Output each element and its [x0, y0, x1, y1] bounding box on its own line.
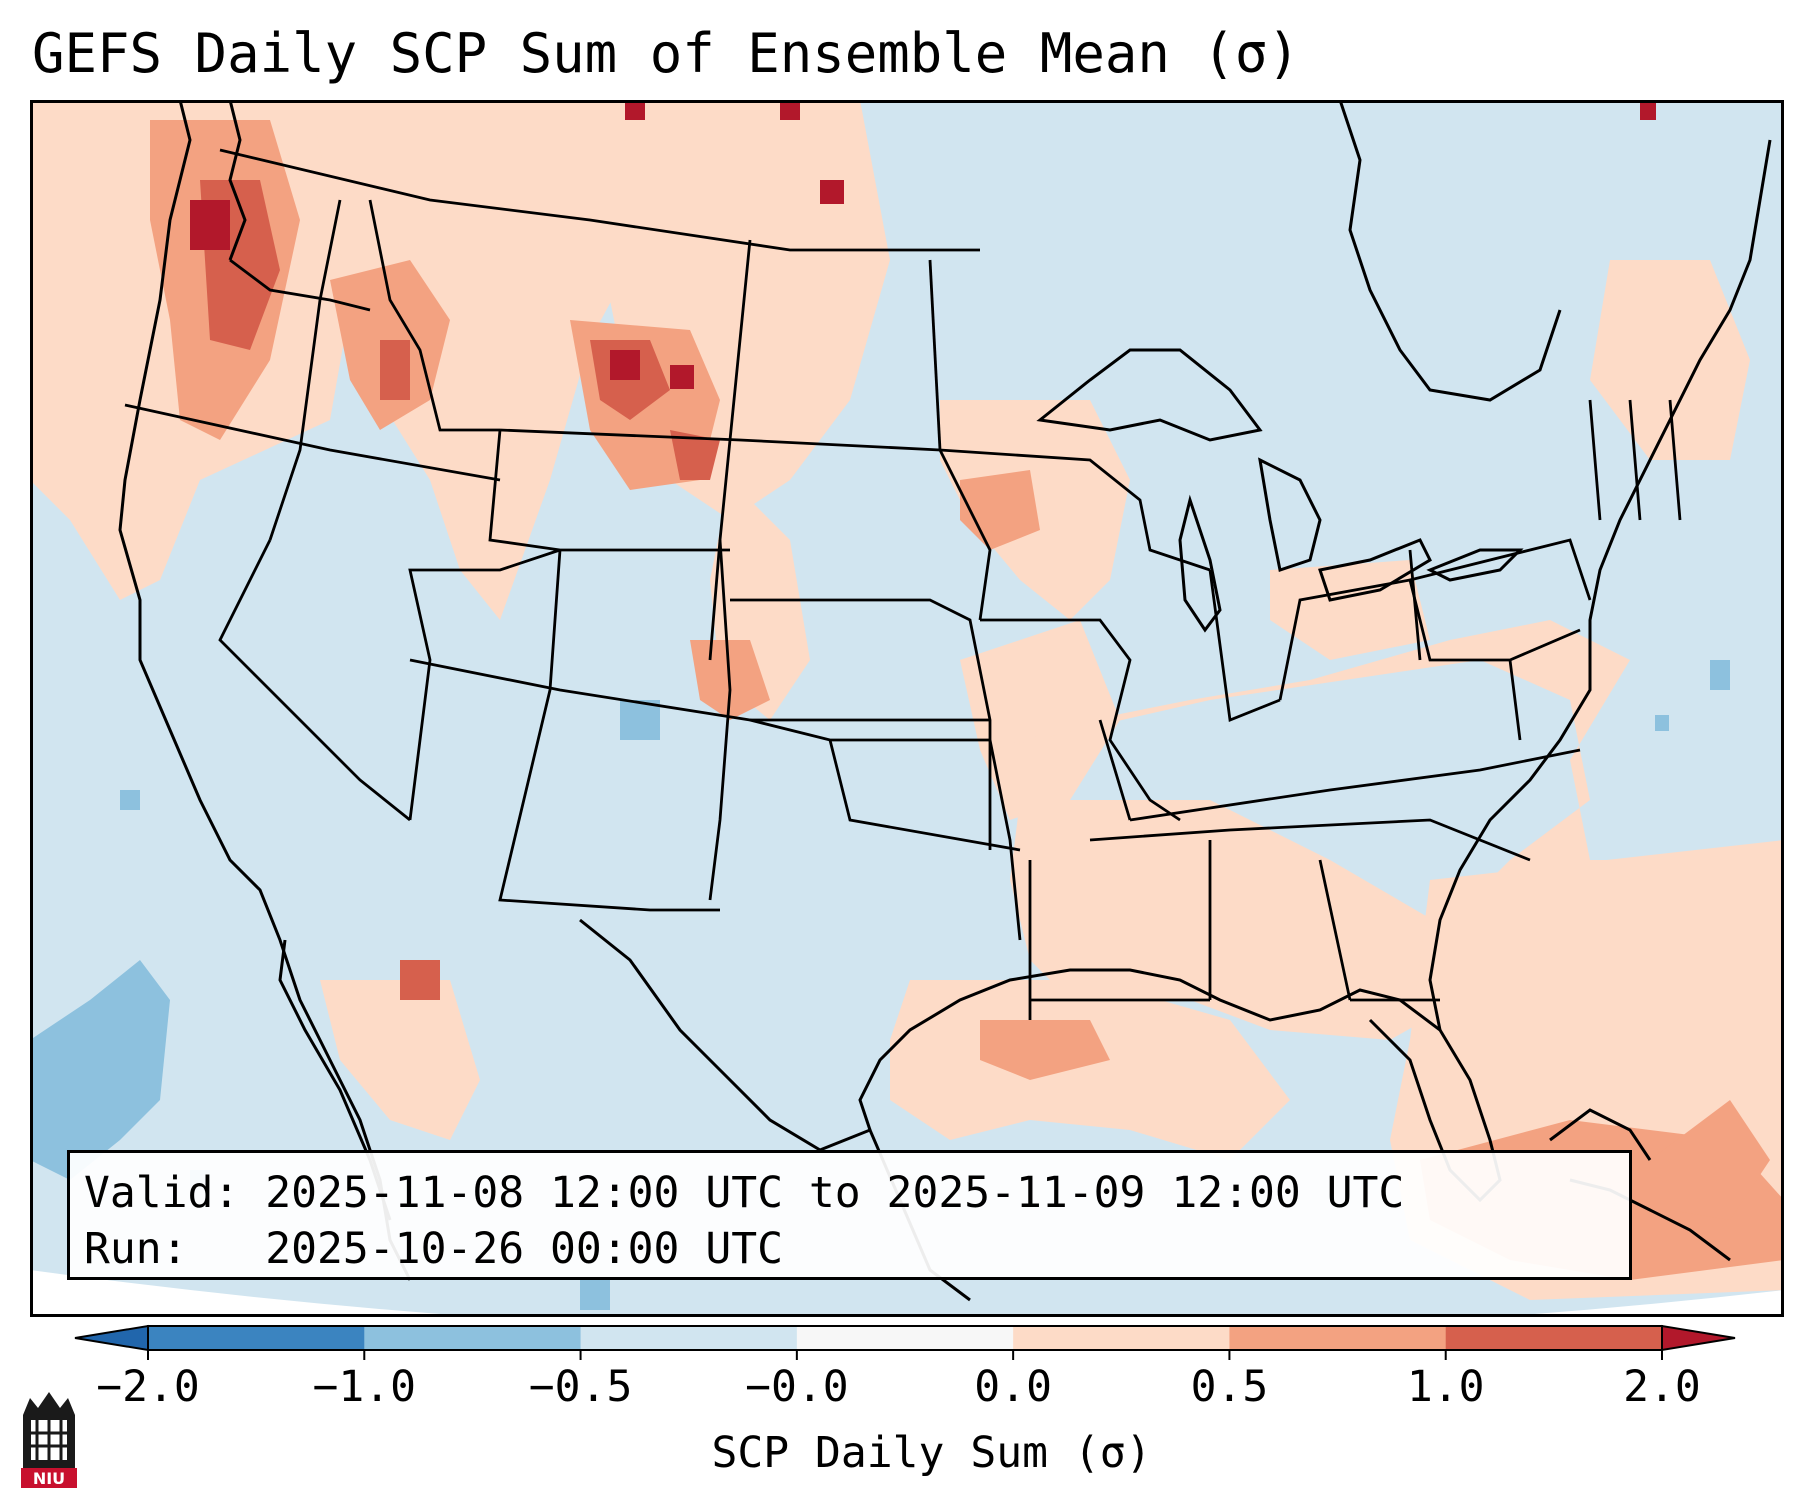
colorbar-segment: [1229, 1326, 1447, 1350]
colorbar-extend-high: [1661, 1324, 1736, 1352]
colorbar-tick-label: 0.5: [1190, 1362, 1269, 1412]
colorbar-segment: [580, 1326, 798, 1350]
chart-title: GEFS Daily SCP Sum of Ensemble Mean (σ): [32, 22, 1300, 85]
colorbar: [74, 1324, 1736, 1360]
colorbar-tick-label: 0.0: [974, 1362, 1052, 1412]
valid-value: 2025-11-08 12:00 UTC to 2025-11-09 12:00…: [265, 1168, 1405, 1218]
colorbar-frame: [147, 1325, 1663, 1351]
niu-logo: NIU: [21, 1392, 77, 1488]
colorbar-tick-label: −0.5: [528, 1362, 633, 1412]
colorbar-tick-label: 2.0: [1623, 1362, 1701, 1412]
map-panel: [30, 100, 1784, 1317]
run-value: 2025-10-26 00:00 UTC: [265, 1224, 783, 1274]
colorbar-tick-label: 1.0: [1406, 1362, 1485, 1412]
colorbar-segment: [1445, 1326, 1663, 1350]
anomaly-field-positive-extreme: [190, 100, 1656, 389]
colorbar-segment: [796, 1326, 1014, 1350]
anomaly-field-negative-light: [30, 660, 1730, 1310]
colorbar-tick-label: −2.0: [96, 1362, 200, 1412]
political-borders: [124, 148, 1682, 1020]
valid-label: Valid:: [84, 1168, 240, 1218]
colorbar-segment: [364, 1326, 582, 1350]
colorbar-tick-label: −1.0: [312, 1362, 417, 1412]
valid-run-info-box: Valid: 2025-11-08 12:00 UTC to 2025-11-0…: [67, 1150, 1632, 1280]
colorbar-segment: [1013, 1326, 1230, 1350]
map-frame: [30, 100, 1784, 1317]
run-label: Run:: [84, 1224, 188, 1274]
great-lakes: [1036, 348, 1524, 633]
colorbar-extend-low: [74, 1324, 149, 1352]
colorbar-tick-label: −0.0: [745, 1362, 849, 1412]
logo-text: NIU: [33, 1469, 65, 1488]
colorbar-label: SCP Daily Sum (σ): [711, 1428, 1152, 1478]
colorbar-segment: [148, 1326, 365, 1350]
